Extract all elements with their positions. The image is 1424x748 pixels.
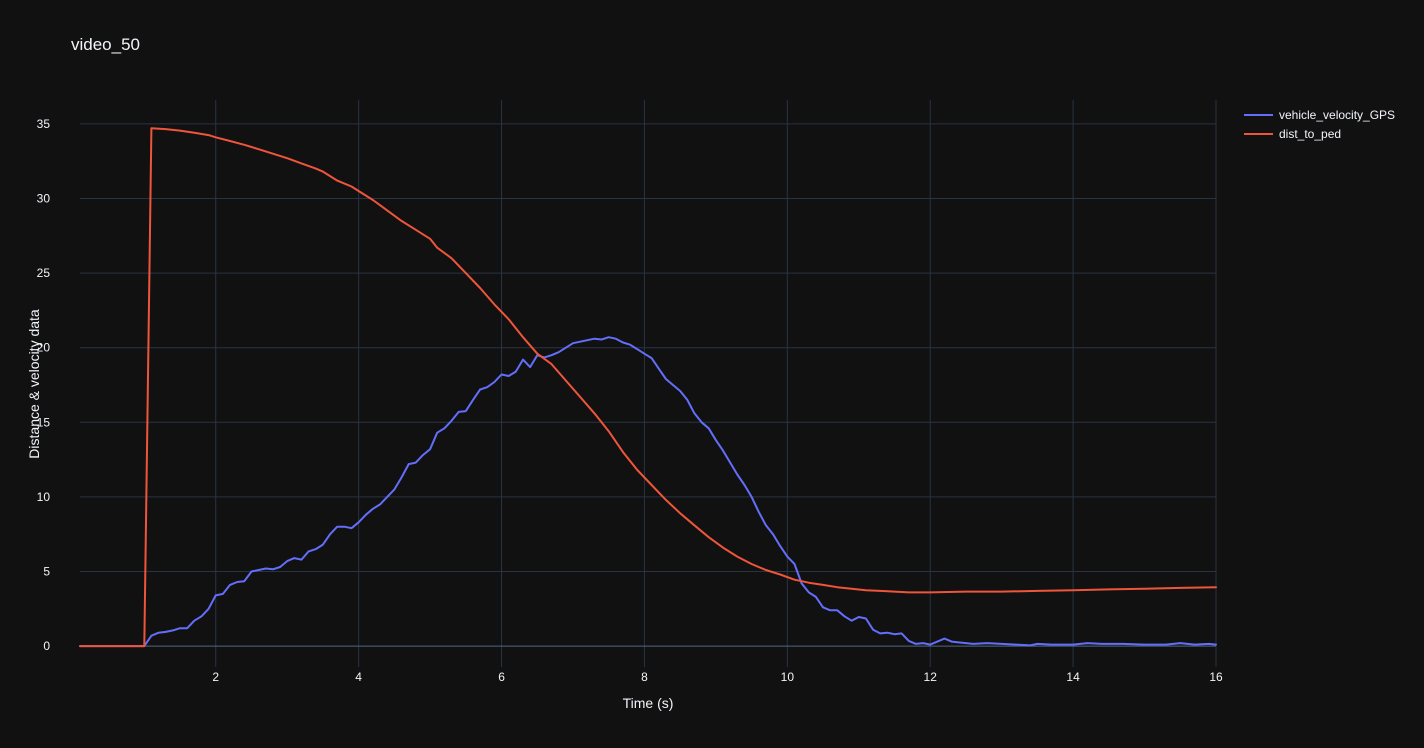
y-tick-label: 0	[43, 639, 50, 653]
y-tick-label: 35	[37, 117, 51, 131]
y-tick-label: 25	[37, 266, 51, 280]
x-tick-label: 12	[924, 670, 938, 684]
y-tick-label: 10	[37, 490, 51, 504]
legend: vehicle_velocity_GPS dist_to_ped	[1244, 108, 1395, 141]
x-axis-title: Time (s)	[623, 695, 674, 711]
y-tick-label: 5	[43, 565, 50, 579]
chart-title: video_50	[71, 35, 140, 54]
series-layer	[79, 127, 1217, 648]
x-axis-ticks: 2 4 6 8 10 12 14 16	[212, 670, 1223, 684]
x-gridlines	[215, 100, 1217, 667]
legend-label-dist_to_ped: dist_to_ped	[1279, 127, 1341, 141]
y-gridlines	[80, 123, 1216, 647]
x-tick-label: 2	[212, 670, 219, 684]
series-line-vehicle_velocity_GPS	[79, 336, 1217, 648]
x-tick-label: 14	[1066, 670, 1080, 684]
y-tick-label: 30	[37, 191, 51, 205]
y-axis-ticks: 0 5 10 15 20 25 30 35	[37, 117, 51, 653]
y-tick-label: 15	[37, 415, 51, 429]
x-tick-label: 4	[355, 670, 362, 684]
x-tick-label: 6	[498, 670, 505, 684]
y-axis-title: Distance & velocity data	[26, 309, 42, 459]
series-line-dist_to_ped	[79, 127, 1217, 648]
legend-label-vehicle_velocity_GPS: vehicle_velocity_GPS	[1279, 108, 1395, 122]
x-tick-label: 10	[781, 670, 795, 684]
y-tick-label: 20	[37, 341, 51, 355]
x-tick-label: 8	[641, 670, 648, 684]
x-tick-label: 16	[1209, 670, 1223, 684]
